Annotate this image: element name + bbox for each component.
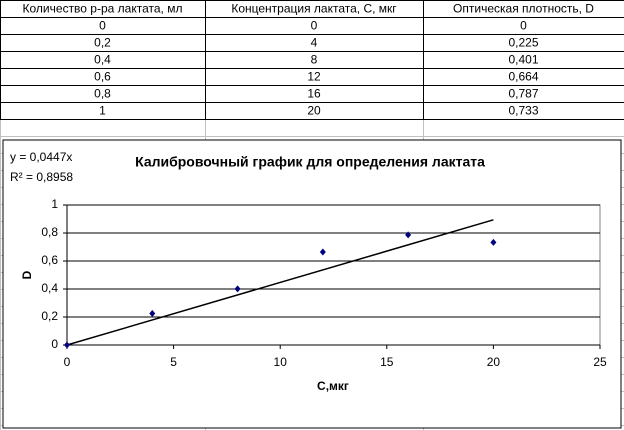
table-cell: 0 [99,19,106,33]
table-header: Количество р-ра лактата, мл [23,2,183,16]
point [64,341,70,349]
point [490,238,497,246]
table-cell: 0,733 [508,104,538,118]
x-tick-label: 0 [64,355,71,369]
table-cell: 0,4 [94,53,111,67]
x-tick-label: 20 [487,355,501,369]
table-cell: 0 [311,19,318,33]
table-header: Оптическая плотность, D [453,2,594,16]
y-tick-label: 0,4 [41,281,58,295]
point [405,231,412,239]
table-cell: 12 [307,70,321,84]
y-tick-label: 1 [51,197,58,211]
table-cell: 20 [307,104,321,118]
table-cell: 16 [307,87,321,101]
point [149,310,156,317]
x-tick-label: 10 [274,355,288,369]
point [319,248,326,256]
y-tick-label: 0 [51,337,58,351]
x-tick-label: 5 [170,355,177,369]
table-header: Концентрация лактата, С, мкг [231,2,397,16]
table-cell: 4 [311,36,318,50]
y-tick-label: 0,2 [41,309,58,323]
table-cell: 0,787 [508,87,538,101]
trend-equation: y = 0,0447x [10,150,72,164]
x-axis-label: С,мкг [317,379,349,393]
table-cell: 0,664 [508,70,538,84]
trend-r2: R² = 0,8958 [10,170,73,184]
y-axis-label: D [20,270,34,279]
trendline [66,219,494,346]
chart-title: Калибровочный график для определения лак… [135,154,485,170]
table-cell: 0,6 [94,70,111,84]
table-cell: 1 [99,104,106,118]
table-cell: 0 [520,19,527,33]
point [234,285,241,293]
table-cell: 0,8 [94,87,111,101]
chart-area [2,139,622,429]
table-cell: 8 [311,53,318,67]
table-cell: 0,401 [508,53,538,67]
y-tick-label: 0,6 [41,253,58,267]
y-tick-label: 0,8 [41,225,58,239]
x-tick-label: 15 [380,355,394,369]
x-tick-label: 25 [593,355,607,369]
table-cell: 0,2 [94,36,111,50]
table-cell: 0,225 [508,36,538,50]
